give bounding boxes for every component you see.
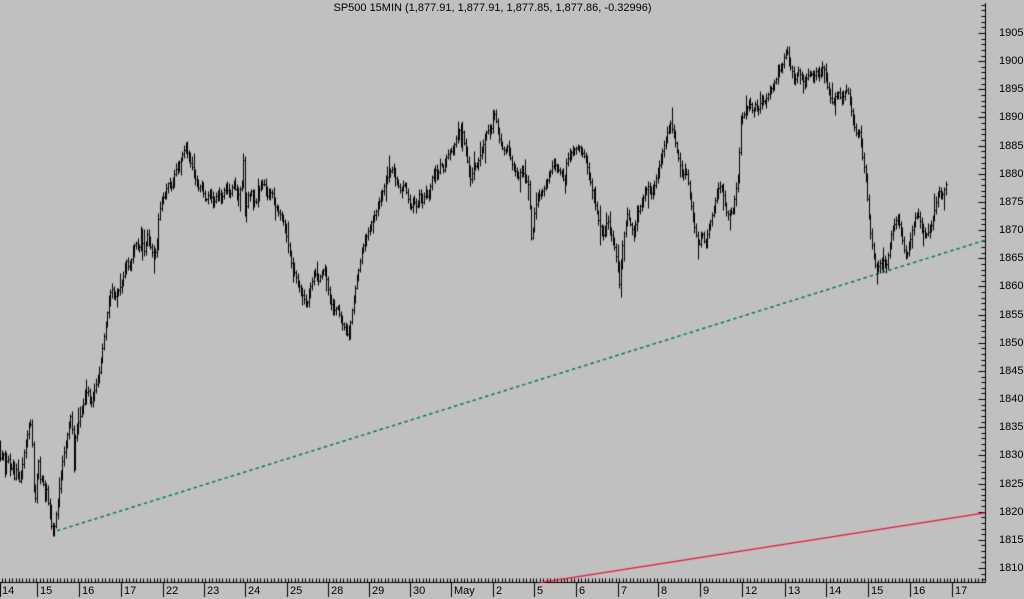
y-axis-label: 1830 bbox=[999, 449, 1024, 462]
x-axis-label: 15 bbox=[871, 585, 884, 597]
y-axis-label: 1835 bbox=[999, 421, 1024, 434]
x-axis-label: 9 bbox=[703, 585, 710, 597]
x-axis-label: 23 bbox=[207, 585, 220, 597]
x-axis-label: 5 bbox=[537, 585, 544, 597]
y-axis-label: 1865 bbox=[999, 252, 1024, 265]
y-axis-label: 1900 bbox=[999, 55, 1024, 68]
y-axis-label: 1815 bbox=[999, 533, 1024, 546]
x-axis-label: 29 bbox=[372, 585, 385, 597]
x-axis-label: May bbox=[454, 585, 475, 597]
y-axis-label: 1820 bbox=[999, 505, 1024, 518]
y-axis-label: 1870 bbox=[999, 224, 1024, 237]
y-axis-label: 1860 bbox=[999, 280, 1024, 293]
y-axis-label: 1890 bbox=[999, 111, 1024, 124]
y-axis-label: 1850 bbox=[999, 336, 1024, 349]
x-axis-label: 8 bbox=[661, 585, 668, 597]
y-axis-label: 1885 bbox=[999, 139, 1024, 152]
x-axis-label: 17 bbox=[124, 585, 137, 597]
x-axis-label: 16 bbox=[82, 585, 95, 597]
x-axis-label: 25 bbox=[290, 585, 303, 597]
chart-title: SP500 15MIN (1,877.91, 1,877.91, 1,877.8… bbox=[333, 2, 652, 14]
x-axis-label: 7 bbox=[621, 585, 628, 597]
y-axis-label: 1855 bbox=[999, 308, 1024, 321]
y-axis-label: 1905 bbox=[999, 27, 1024, 39]
x-axis-label: 16 bbox=[913, 585, 926, 597]
x-axis-label: 2 bbox=[496, 585, 503, 597]
x-axis-label: 14 bbox=[829, 585, 842, 597]
x-axis-label: 13 bbox=[788, 585, 801, 597]
y-axis-label: 1845 bbox=[999, 364, 1024, 377]
y-axis-label: 1875 bbox=[999, 195, 1024, 208]
x-axis-label: 22 bbox=[166, 585, 179, 597]
x-axis-label: 14 bbox=[2, 585, 15, 597]
x-axis-label: 17 bbox=[955, 585, 968, 597]
x-axis-label: 6 bbox=[579, 585, 586, 597]
x-axis-label: 30 bbox=[413, 585, 426, 597]
x-axis-label: 12 bbox=[745, 585, 758, 597]
y-axis-label: 1880 bbox=[999, 167, 1024, 180]
x-axis-label: 24 bbox=[248, 585, 261, 597]
y-axis-label: 1825 bbox=[999, 477, 1024, 490]
x-axis-label: 28 bbox=[331, 585, 344, 597]
y-axis-label: 1895 bbox=[999, 83, 1024, 96]
y-axis-label: 1810 bbox=[999, 562, 1024, 574]
y-axis-label: 1840 bbox=[999, 393, 1024, 406]
x-axis-label: 15 bbox=[40, 585, 53, 597]
